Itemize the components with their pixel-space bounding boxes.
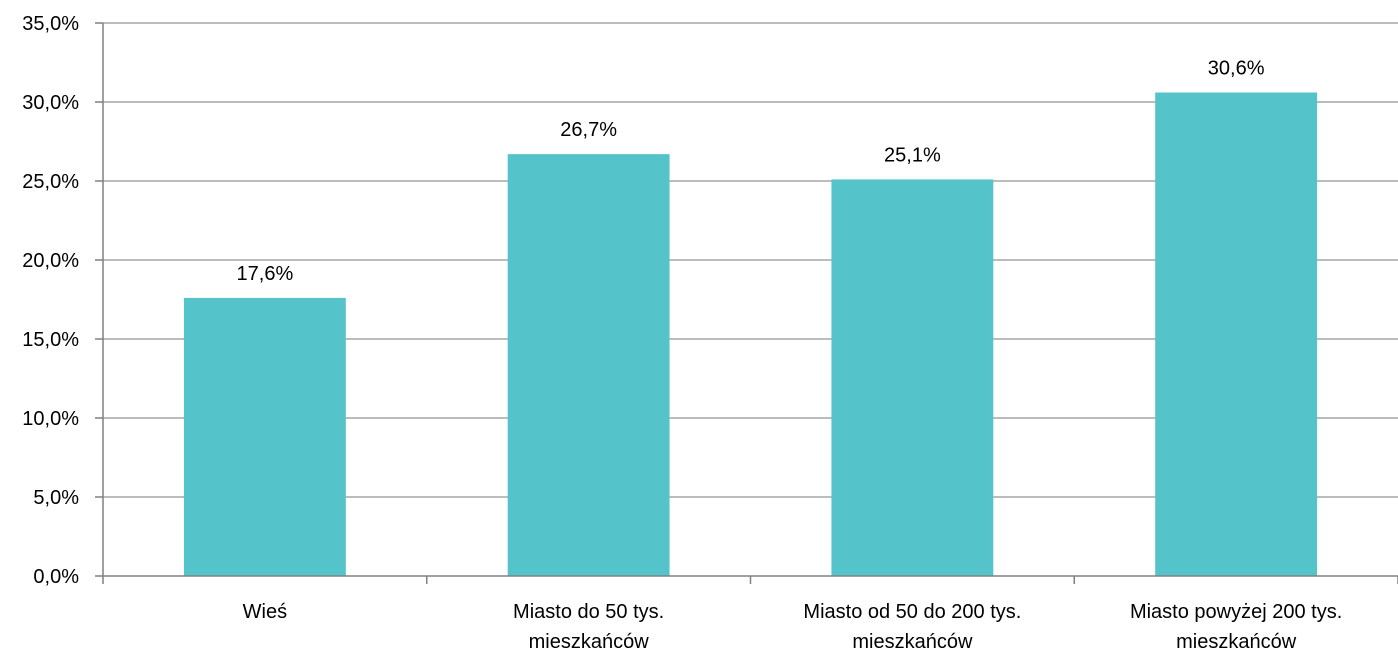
y-tick-label: 10,0% <box>22 408 79 430</box>
data-label: 25,1% <box>884 144 941 166</box>
labels: 0,0% 5,0% 10,0% 15,0% 20,0% 25,0% 30,0% 35,0% 17… <box>22 13 1342 653</box>
bars <box>183 92 1318 577</box>
bar <box>507 154 670 576</box>
y-tick-label: 35,0% <box>22 13 79 35</box>
axes <box>95 22 1398 584</box>
data-label: 26,7% <box>560 119 617 141</box>
x-category-label: Miasto do 50 tys. <box>513 601 664 623</box>
y-tick-label: 15,0% <box>22 329 79 351</box>
y-tick-label: 30,0% <box>22 92 79 114</box>
x-category-label: mieszkańców <box>852 631 973 653</box>
x-category-label: Miasto powyżej 200 tys. <box>1130 601 1342 623</box>
x-category-label: Miasto od 50 do 200 tys. <box>803 601 1021 623</box>
y-tick-label: 5,0% <box>33 487 79 509</box>
data-label: 17,6% <box>237 263 294 285</box>
y-tick-label: 25,0% <box>22 171 79 193</box>
x-category-label: Wieś <box>243 601 287 623</box>
y-tick-label: 0,0% <box>33 566 79 588</box>
x-category-label: mieszkańców <box>529 631 650 653</box>
x-category-label: mieszkańców <box>1176 631 1297 653</box>
bar <box>1155 92 1318 577</box>
y-tick-label: 20,0% <box>22 250 79 272</box>
data-label: 30,6% <box>1208 58 1265 80</box>
bar <box>183 297 346 576</box>
bar <box>831 179 994 577</box>
